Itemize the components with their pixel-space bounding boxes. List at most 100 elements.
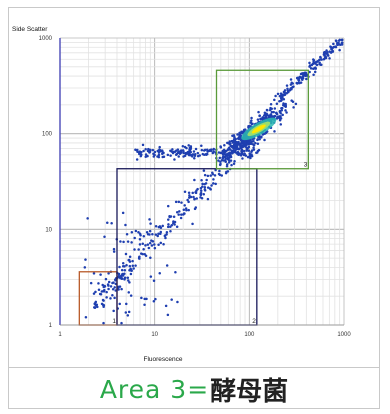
scatter-point xyxy=(180,201,183,204)
scatter-point xyxy=(126,276,130,279)
scatter-point xyxy=(289,78,293,81)
scatter-point xyxy=(177,155,180,158)
scatter-point xyxy=(278,117,282,120)
scatter-point xyxy=(102,285,105,289)
scatter-point xyxy=(182,208,186,211)
scatter-point xyxy=(128,264,132,268)
scatter-point xyxy=(102,303,106,307)
scatter-point xyxy=(256,151,259,154)
scatter-point xyxy=(132,267,135,270)
scatter-point xyxy=(124,252,128,256)
scatter-point xyxy=(308,65,311,68)
scatter-point xyxy=(135,158,139,161)
scatter-point xyxy=(213,174,217,177)
scatter-point xyxy=(305,77,308,81)
scatter-point xyxy=(269,106,272,110)
scatter-point xyxy=(171,148,174,151)
scatter-point xyxy=(152,279,156,282)
scatter-point xyxy=(198,154,201,157)
scatter-point xyxy=(202,153,206,156)
scatter-point xyxy=(125,264,128,267)
scatter-point xyxy=(139,233,142,237)
scatter-point xyxy=(242,153,246,156)
scatter-point xyxy=(114,289,117,292)
scatter-point xyxy=(113,296,116,300)
scatter-point xyxy=(131,259,134,263)
scatter-point xyxy=(191,222,194,226)
scatter-point xyxy=(257,148,261,152)
scatter-point xyxy=(269,113,273,116)
scatter-point xyxy=(203,188,207,191)
scatter-point xyxy=(142,248,145,251)
scatter-point xyxy=(137,256,141,259)
scatter-point xyxy=(320,58,323,61)
scatter-point xyxy=(158,225,162,228)
scatter-point xyxy=(169,215,173,218)
scatter-point xyxy=(222,155,225,158)
scatter-point xyxy=(207,149,211,153)
scatter-point xyxy=(158,145,161,149)
scatter-point xyxy=(203,183,206,186)
scatter-point xyxy=(100,302,104,306)
scatter-point xyxy=(209,188,212,191)
scatter-point xyxy=(250,150,253,153)
scatter-point xyxy=(212,178,215,181)
scatter-point xyxy=(175,152,179,156)
scatter-point xyxy=(266,108,269,112)
scatter-point xyxy=(246,155,250,159)
scatter-point xyxy=(130,269,133,272)
scatter-point xyxy=(237,153,241,156)
scatter-point xyxy=(264,115,268,118)
scatter-point xyxy=(169,154,172,157)
scatter-point xyxy=(236,133,239,136)
scatter-point xyxy=(278,99,281,103)
scatter-point xyxy=(211,171,214,174)
scatter-point xyxy=(154,297,157,301)
scatter-point xyxy=(243,141,247,145)
scatter-point xyxy=(148,229,152,233)
scatter-point xyxy=(273,98,276,102)
x-tick-label: 100 xyxy=(244,332,255,338)
scatter-point xyxy=(225,170,228,174)
scatter-point xyxy=(182,150,185,153)
scatter-point xyxy=(188,147,192,150)
scatter-point xyxy=(111,287,115,291)
gate-label-3: 3 xyxy=(304,162,308,169)
scatter-point xyxy=(326,52,329,56)
scatter-point xyxy=(313,67,316,70)
scatter-point xyxy=(112,247,116,251)
scatter-point xyxy=(152,152,155,155)
scatter-point xyxy=(177,200,181,204)
scatter-point xyxy=(240,150,243,153)
scatter-point xyxy=(166,225,170,229)
scatter-point xyxy=(175,149,178,152)
scatter-point xyxy=(97,282,100,285)
scatter-point xyxy=(184,152,188,156)
scatter-point xyxy=(117,285,120,289)
scatter-point xyxy=(340,43,344,46)
scatter-point xyxy=(89,281,93,285)
scatter-point xyxy=(92,292,96,295)
scatter-point xyxy=(105,290,108,294)
scatter-point xyxy=(94,290,97,294)
scatter-point xyxy=(187,208,190,212)
scatter-point xyxy=(188,194,191,197)
scatter-point xyxy=(280,93,283,96)
x-axis-label: Fluorescence xyxy=(143,356,182,363)
scatter-point xyxy=(107,272,110,275)
scatter-point xyxy=(242,149,246,153)
scatter-point xyxy=(280,106,283,110)
density-core-inner xyxy=(251,124,266,134)
scatter-point xyxy=(107,280,111,284)
scatter-point xyxy=(309,67,313,70)
scatter-point xyxy=(120,268,124,272)
scatter-point xyxy=(151,240,155,243)
scatter-point xyxy=(193,197,196,201)
scatter-point xyxy=(278,94,282,98)
scatter-point xyxy=(183,190,187,193)
scatter-point xyxy=(141,252,144,256)
scatter-point xyxy=(146,149,150,153)
scatter-point xyxy=(126,314,130,317)
scatter-point xyxy=(135,148,138,152)
scatter-point xyxy=(123,276,127,279)
